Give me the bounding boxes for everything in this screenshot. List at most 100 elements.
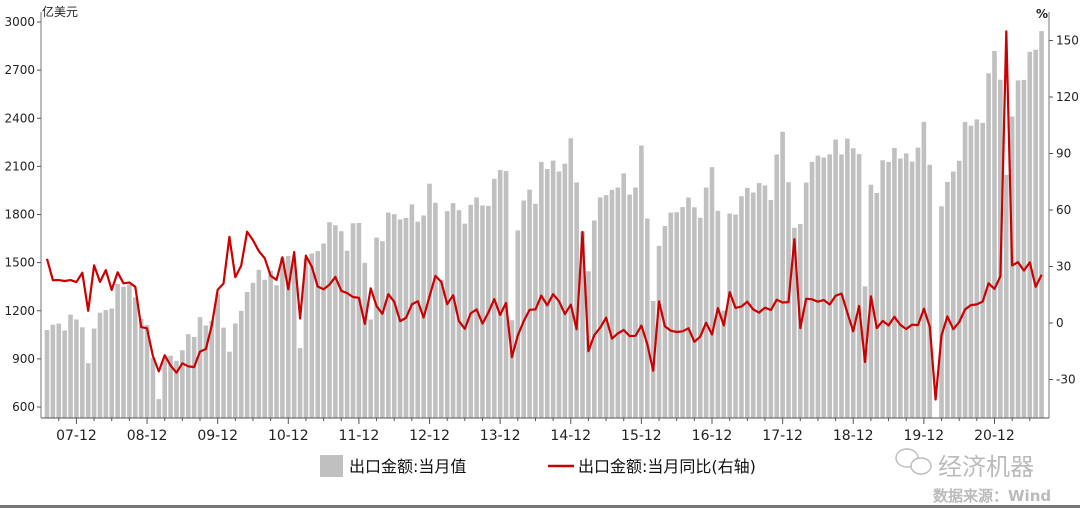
export-bar [68,314,73,418]
export-bar [792,227,797,418]
export-bar [127,284,132,418]
export-bar [715,210,721,418]
left-tick-label: 2100 [4,159,35,173]
export-bar [597,197,603,418]
export-bar [121,286,126,418]
export-bar [821,157,827,418]
export-bar [515,230,521,418]
x-tick-label: 15-12 [621,428,662,444]
export-bar [680,207,685,418]
export-bar [468,204,474,418]
x-tick-label: 11-12 [339,428,380,444]
x-tick-label: 10-12 [268,428,309,444]
export-bar [221,327,226,418]
right-tick-label: 150 [1056,34,1079,48]
legend-line-label: 出口金额:当月同比(右轴) [578,457,756,476]
export-bar [262,279,268,418]
export-bar [986,73,991,418]
export-bar [692,207,697,418]
export-bar [886,161,891,419]
export-bar [615,187,621,418]
export-bar [727,213,732,418]
x-tick-label: 20-12 [974,428,1015,444]
export-bar [827,154,833,418]
export-bar [368,319,373,418]
export-bar [132,297,138,418]
export-bar [244,291,250,418]
export-bar [356,223,362,418]
right-tick-label: 30 [1056,260,1071,274]
export-bar [462,223,468,418]
export-bar [456,210,462,418]
export-bar [621,173,627,418]
export-bar [374,237,379,418]
export-bar [580,231,585,418]
export-bar [103,310,109,418]
export-bar [274,285,279,418]
export-bar [285,256,291,418]
export-bar [415,221,421,418]
export-bar [1015,80,1021,418]
export-bar [162,358,167,418]
export-bar [921,121,927,419]
export-bar [574,182,579,418]
export-bar [256,269,262,418]
export-bar [250,282,256,418]
export-bar [750,192,756,418]
export-bar [238,310,244,418]
left-axis-unit: 亿美元 [42,4,78,19]
export-bar [703,187,709,418]
export-bar [550,160,556,418]
export-bar [438,279,444,418]
left-tick-label: 600 [12,400,35,414]
export-bar [497,170,503,418]
export-bar [915,147,921,418]
export-bar [80,327,85,418]
export-bar [839,154,844,418]
export-bar [945,181,950,418]
export-bar [74,319,79,418]
export-bar [156,399,162,418]
export-bar [562,163,568,418]
export-bar [291,261,297,418]
export-bar [227,351,232,418]
export-bar [939,206,944,418]
x-tick-label: 13-12 [480,428,521,444]
export-bar [391,214,397,418]
export-bar [950,171,956,418]
export-bar [874,193,880,418]
export-bar [656,245,662,418]
data-source: 数据来源：Wind [933,487,1052,505]
export-bar [185,334,191,418]
x-tick-label: 09-12 [197,428,238,444]
export-bar [556,171,562,418]
export-bar [503,171,509,418]
export-bar [898,158,903,418]
export-bar [762,185,768,418]
export-bar [150,358,156,418]
export-bar [344,250,350,418]
left-tick-label: 900 [12,352,35,366]
export-bar [956,160,962,418]
export-bar [85,363,91,418]
export-bar [197,317,203,418]
watermark-brand: 经济机器 [938,453,1034,481]
export-bar [903,153,909,419]
x-tick-label: 19-12 [904,428,945,444]
export-bar [215,293,220,418]
export-bar [674,212,679,418]
export-bar [450,203,456,418]
right-axis-unit: % [1036,7,1048,21]
export-bar [50,324,56,418]
export-bar [892,147,897,419]
export-bar [592,220,597,418]
export-bar [44,330,50,418]
export-bar [1033,49,1038,419]
export-bar [168,355,173,418]
right-tick-label: 60 [1056,203,1071,217]
export-bar [697,217,703,418]
export-bar [845,138,850,418]
export-bar [427,183,432,418]
